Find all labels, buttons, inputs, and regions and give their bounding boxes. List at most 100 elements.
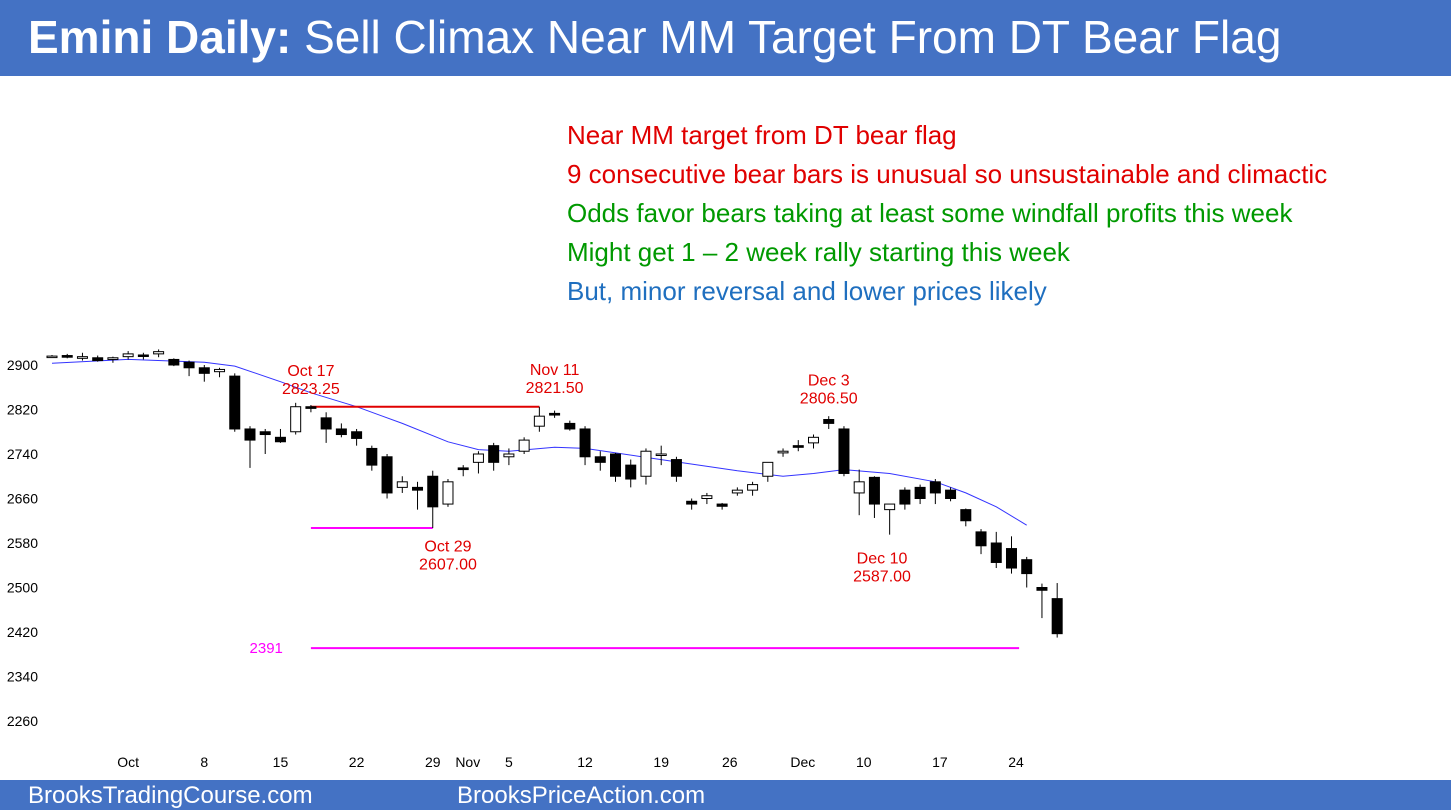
candle-body bbox=[92, 357, 104, 362]
level-label: 2391 bbox=[250, 640, 283, 657]
x-tick-label: 17 bbox=[932, 754, 948, 770]
price-annotation: Oct 17 bbox=[287, 363, 334, 380]
candle-body bbox=[792, 445, 804, 448]
x-tick-label: 26 bbox=[722, 754, 738, 770]
note-line: Near MM target from DT bear flag bbox=[567, 120, 957, 150]
ema-line bbox=[51, 358, 1027, 526]
candle-body bbox=[1005, 548, 1017, 569]
y-tick-label: 2580 bbox=[7, 535, 38, 551]
candle-body bbox=[153, 351, 165, 355]
candle-body bbox=[259, 431, 271, 436]
note-line: 9 consecutive bear bars is unusual so un… bbox=[567, 159, 1328, 189]
price-annotation: 2823.25 bbox=[282, 381, 340, 398]
y-tick-label: 2740 bbox=[7, 446, 38, 462]
candle-body bbox=[305, 406, 317, 409]
candle-body bbox=[335, 428, 347, 436]
candle-body bbox=[214, 368, 226, 373]
y-tick-label: 2260 bbox=[7, 713, 38, 729]
candle-body bbox=[274, 436, 286, 443]
candle-body bbox=[731, 489, 743, 494]
candle-body bbox=[777, 450, 789, 454]
candle-body bbox=[122, 353, 134, 358]
candle-body bbox=[564, 422, 576, 430]
candle-body bbox=[1036, 587, 1048, 591]
candle-body bbox=[488, 445, 500, 463]
price-annotation: Dec 3 bbox=[808, 373, 850, 390]
candle-body bbox=[107, 357, 119, 360]
x-tick-label: 12 bbox=[577, 754, 593, 770]
x-tick-label: Nov bbox=[455, 754, 480, 770]
candle-body bbox=[701, 495, 713, 499]
candlestick-chart: 2391 2260 2340 2420 2500 2580 2660 2740 2820 290… bbox=[7, 349, 1063, 770]
candle-body bbox=[549, 412, 561, 416]
candle-body bbox=[229, 375, 241, 430]
candle-body bbox=[655, 453, 667, 456]
x-tick-label: Oct bbox=[117, 754, 139, 770]
candle-body bbox=[868, 476, 880, 505]
candle-body bbox=[168, 358, 180, 366]
candle-body bbox=[945, 489, 957, 499]
x-tick-label: 10 bbox=[856, 754, 872, 770]
x-tick-label: 22 bbox=[349, 754, 365, 770]
y-tick-label: 2660 bbox=[7, 491, 38, 507]
candle-body bbox=[929, 481, 941, 494]
candle-body bbox=[838, 428, 850, 474]
x-tick-label: 24 bbox=[1008, 754, 1024, 770]
candle-body bbox=[625, 464, 637, 480]
price-annotation: Dec 10 bbox=[857, 551, 908, 568]
candle-body bbox=[1021, 559, 1033, 575]
candle-body bbox=[610, 453, 622, 477]
candle-body bbox=[716, 503, 728, 507]
candle-body bbox=[1051, 598, 1063, 635]
candle-body bbox=[747, 484, 759, 491]
candle-body bbox=[884, 503, 896, 511]
candle-body bbox=[990, 542, 1002, 563]
candle-body bbox=[183, 361, 195, 369]
candle-body bbox=[594, 456, 606, 463]
candle-body bbox=[76, 356, 88, 359]
candle-body bbox=[808, 436, 819, 444]
price-annotation: 2821.50 bbox=[526, 380, 584, 397]
candle-body bbox=[960, 509, 972, 522]
candle-body bbox=[670, 459, 682, 477]
candle-body bbox=[198, 367, 210, 374]
candle-body bbox=[320, 417, 332, 430]
commentary-notes: Near MM target from DT bear flag 9 conse… bbox=[567, 116, 1327, 311]
candle-body bbox=[762, 461, 774, 477]
candle-body bbox=[899, 489, 911, 505]
candle-body bbox=[290, 406, 302, 433]
x-tick-label: 8 bbox=[200, 754, 208, 770]
candle-body bbox=[579, 428, 591, 458]
price-annotation: 2607.00 bbox=[419, 556, 477, 573]
candle-body bbox=[442, 481, 454, 505]
x-tick-label: Dec bbox=[790, 754, 815, 770]
price-annotation: Oct 29 bbox=[424, 538, 471, 555]
footer-bar: BrooksTradingCourse.com BrooksPriceActio… bbox=[0, 780, 1451, 810]
note-line: Odds favor bears taking at least some wi… bbox=[567, 198, 1293, 228]
note-line: Might get 1 – 2 week rally starting this… bbox=[567, 237, 1070, 267]
note-line: But, minor reversal and lower prices lik… bbox=[567, 276, 1047, 306]
y-tick-label: 2500 bbox=[7, 580, 38, 596]
footer-link-right[interactable]: BrooksPriceAction.com bbox=[457, 782, 706, 809]
y-tick-label: 2820 bbox=[7, 402, 38, 418]
candle-body bbox=[640, 450, 652, 477]
y-tick-label: 2340 bbox=[7, 669, 38, 685]
candle-body bbox=[396, 481, 408, 488]
candle-body bbox=[975, 531, 987, 547]
y-tick-label: 2420 bbox=[7, 624, 38, 640]
candle-body bbox=[381, 456, 393, 494]
title-rest: Sell Climax Near MM Target From DT Bear … bbox=[291, 11, 1282, 63]
x-tick-label: 5 bbox=[505, 754, 513, 770]
price-annotation: Nov 11 bbox=[530, 362, 580, 379]
page-title: Emini Daily: Sell Climax Near MM Target … bbox=[28, 8, 1281, 66]
y-tick-label: 2900 bbox=[7, 357, 38, 373]
candle-body bbox=[533, 415, 545, 427]
footer-link-left[interactable]: BrooksTradingCourse.com bbox=[28, 782, 313, 809]
candle-body bbox=[914, 486, 926, 499]
x-tick-label: 29 bbox=[425, 754, 441, 770]
header-bar: Emini Daily: Sell Climax Near MM Target … bbox=[0, 0, 1451, 76]
x-tick-label: 19 bbox=[653, 754, 669, 770]
candle-body bbox=[412, 486, 424, 491]
candle-body bbox=[46, 355, 58, 359]
candle-body bbox=[61, 355, 73, 358]
